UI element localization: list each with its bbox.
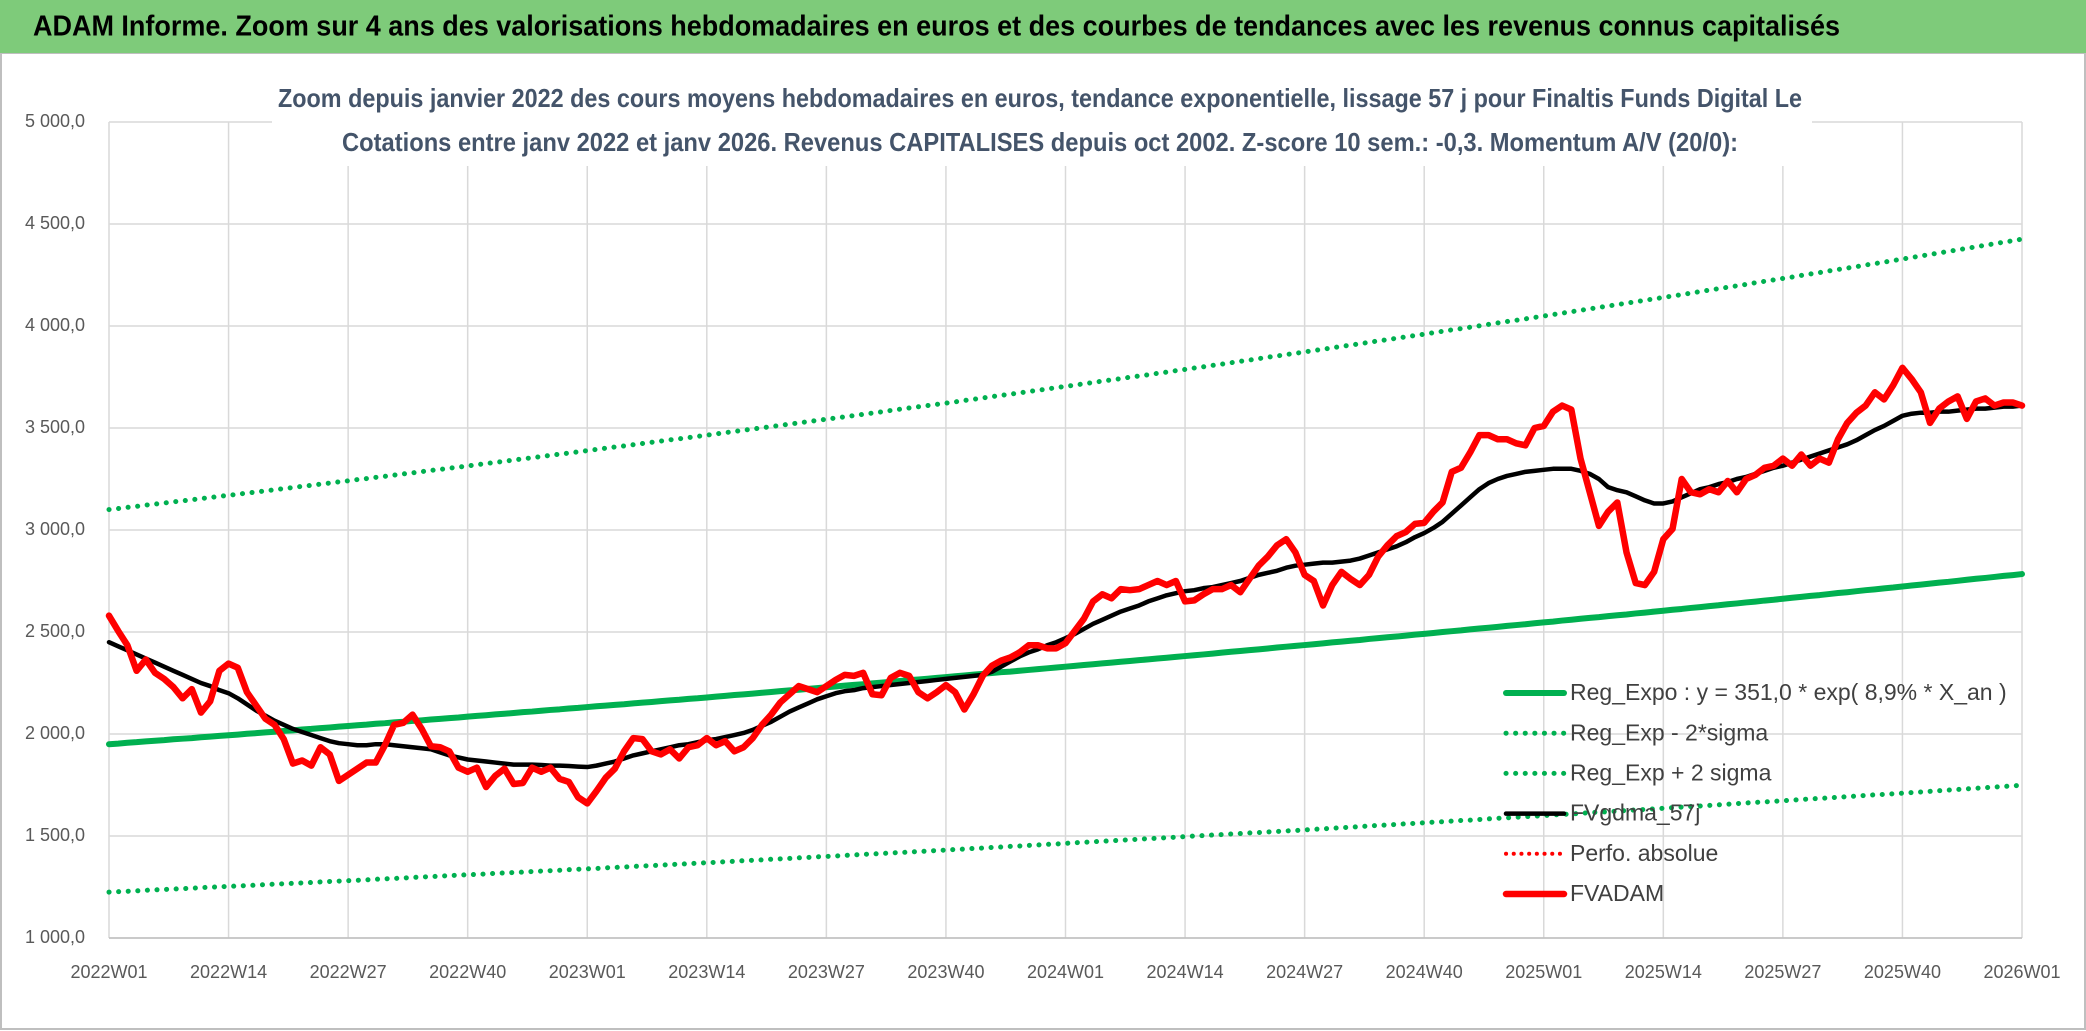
title-background [272, 78, 1812, 166]
y-tick-label: 3 500,0 [25, 417, 85, 437]
x-tick-label: 2022W14 [190, 962, 267, 982]
x-tick-label: 2023W27 [788, 962, 865, 982]
header-title: ADAM Informe. Zoom sur 4 ans des valoris… [33, 11, 1840, 43]
chart-subtitle: Cotations entre janv 2022 et janv 2026. … [342, 127, 1738, 157]
x-tick-label: 2024W14 [1147, 962, 1224, 982]
y-tick-label: 4 000,0 [25, 315, 85, 335]
x-tick-label: 2024W27 [1266, 962, 1343, 982]
y-tick-label: 1 500,0 [25, 825, 85, 845]
legend-label: Reg_Expo : y = 351,0 * exp( 8,9% * X_an … [1570, 679, 2007, 705]
legend-label: Reg_Exp - 2*sigma [1570, 719, 1768, 745]
x-tick-label: 2025W14 [1625, 962, 1702, 982]
y-tick-label: 1 000,0 [25, 927, 85, 947]
header-banner [0, 0, 2086, 53]
x-tick-label: 2024W01 [1027, 962, 1104, 982]
legend-label: FVgdma_57j [1570, 800, 1700, 826]
legend: Reg_Expo : y = 351,0 * exp( 8,9% * X_an … [1502, 679, 2007, 906]
x-tick-label: 2022W40 [429, 962, 506, 982]
x-tick-label: 2022W01 [70, 962, 147, 982]
x-tick-label: 2023W40 [907, 962, 984, 982]
x-tick-label: 2024W40 [1386, 962, 1463, 982]
legend-label: Perfo. absolue [1570, 840, 1718, 866]
y-tick-label: 3 000,0 [25, 519, 85, 539]
y-tick-label: 2 000,0 [25, 723, 85, 743]
x-tick-label: 2023W14 [668, 962, 745, 982]
y-tick-label: 5 000,0 [25, 111, 85, 131]
legend-label: Reg_Exp + 2 sigma [1570, 759, 1772, 785]
x-tick-label: 2023W01 [549, 962, 626, 982]
chart-title: Zoom depuis janvier 2022 des cours moyen… [278, 83, 1802, 113]
y-tick-label: 4 500,0 [25, 213, 85, 233]
x-tick-label: 2025W40 [1864, 962, 1941, 982]
y-tick-label: 2 500,0 [25, 621, 85, 641]
series-line [106, 571, 2025, 748]
series-line [105, 364, 2026, 807]
legend-label: FVADAM [1570, 880, 1664, 906]
series-line [106, 782, 2025, 895]
x-tick-label: 2025W01 [1505, 962, 1582, 982]
x-tick-label: 2022W27 [310, 962, 387, 982]
x-tick-label: 2026W01 [1983, 962, 2060, 982]
x-tick-label: 2025W27 [1744, 962, 1821, 982]
